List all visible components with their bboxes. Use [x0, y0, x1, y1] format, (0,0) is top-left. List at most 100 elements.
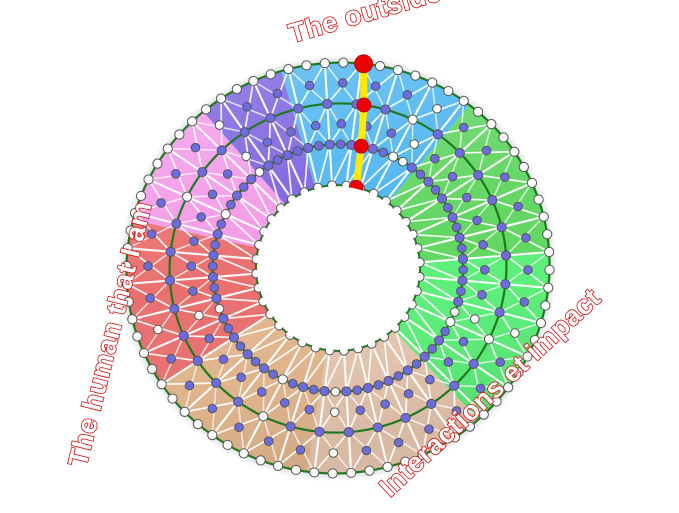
mesh-node[interactable] [166, 354, 176, 364]
mesh-node[interactable] [380, 104, 391, 115]
mesh-node[interactable] [427, 77, 438, 88]
mesh-node[interactable] [236, 372, 246, 383]
mesh-node[interactable] [207, 261, 218, 272]
geodesic-node[interactable] [354, 54, 373, 74]
mesh-node[interactable] [146, 229, 157, 239]
mesh-node[interactable] [135, 190, 147, 202]
mesh-node[interactable] [212, 229, 223, 240]
mesh-node[interactable] [279, 398, 290, 408]
mesh-node[interactable] [302, 142, 314, 154]
mesh-node[interactable] [132, 331, 143, 342]
mesh-node[interactable] [188, 286, 198, 297]
mesh-node[interactable] [500, 250, 512, 261]
mesh-node[interactable] [210, 239, 220, 250]
geodesic-node[interactable] [356, 97, 372, 113]
mesh-node[interactable] [478, 239, 488, 250]
mesh-node[interactable] [402, 90, 413, 100]
mesh-node[interactable] [235, 341, 246, 351]
mesh-node[interactable] [165, 246, 176, 257]
mesh-node[interactable] [364, 465, 375, 476]
mesh-node[interactable] [285, 421, 296, 432]
mesh-node[interactable] [464, 421, 475, 432]
mesh-node[interactable] [314, 141, 324, 151]
mesh-node[interactable] [402, 365, 413, 376]
mesh-node[interactable] [337, 78, 348, 88]
mesh-node[interactable] [426, 398, 437, 409]
mesh-node[interactable] [362, 382, 374, 394]
mesh-node[interactable] [211, 377, 222, 389]
mesh-node[interactable] [500, 279, 511, 290]
mesh-node[interactable] [178, 330, 189, 341]
mesh-node[interactable] [529, 334, 541, 346]
mesh-node[interactable] [461, 192, 472, 203]
mesh-node[interactable] [226, 199, 236, 210]
mesh-node[interactable] [453, 296, 464, 307]
mesh-node[interactable] [171, 218, 182, 229]
mesh-node[interactable] [500, 172, 510, 182]
mesh-node[interactable] [196, 212, 206, 222]
mesh-node[interactable] [277, 374, 288, 385]
mesh-node[interactable] [432, 103, 442, 114]
mesh-node[interactable] [468, 358, 479, 370]
mesh-node[interactable] [207, 189, 218, 200]
mesh-node[interactable] [255, 455, 266, 466]
mesh-node[interactable] [216, 219, 227, 229]
mesh-node[interactable] [231, 84, 242, 95]
mesh-node[interactable] [425, 374, 435, 385]
mesh-node[interactable] [319, 386, 330, 397]
mesh-node[interactable] [458, 264, 469, 275]
mesh-node[interactable] [403, 388, 414, 399]
mesh-node[interactable] [496, 222, 507, 233]
mesh-node[interactable] [341, 386, 352, 397]
mesh-node[interactable] [214, 120, 225, 130]
mesh-node[interactable] [324, 139, 335, 150]
mesh-node[interactable] [319, 58, 330, 69]
mesh-node[interactable] [380, 399, 390, 409]
mesh-node[interactable] [218, 354, 229, 365]
mesh-node[interactable] [454, 232, 465, 243]
mesh-node[interactable] [382, 461, 393, 473]
mesh-node[interactable] [287, 378, 298, 389]
mesh-node[interactable] [223, 323, 234, 334]
mesh-node[interactable] [207, 430, 218, 441]
mesh-node[interactable] [254, 167, 265, 177]
mesh-node[interactable] [535, 317, 547, 329]
mesh-node[interactable] [447, 171, 458, 182]
mesh-node[interactable] [322, 98, 333, 109]
mesh-node[interactable] [174, 129, 185, 140]
mesh-node[interactable] [304, 80, 315, 91]
mesh-node[interactable] [456, 243, 467, 254]
mesh-node[interactable] [138, 347, 150, 359]
mesh-node[interactable] [355, 405, 366, 416]
mesh-node[interactable] [456, 286, 466, 297]
mesh-node[interactable] [433, 335, 445, 346]
mesh-node[interactable] [169, 303, 180, 314]
mesh-node[interactable] [513, 367, 524, 378]
mesh-node[interactable] [478, 409, 489, 420]
mesh-node[interactable] [436, 193, 448, 204]
mesh-node[interactable] [310, 120, 321, 131]
mesh-node[interactable] [292, 146, 303, 156]
mesh-node[interactable] [393, 371, 404, 381]
mesh-node[interactable] [533, 194, 544, 205]
mesh-node[interactable] [222, 439, 233, 451]
mesh-node[interactable] [122, 243, 133, 254]
mesh-node[interactable] [329, 407, 340, 417]
mesh-node[interactable] [147, 363, 158, 375]
mesh-node[interactable] [308, 384, 319, 395]
mesh-node[interactable] [304, 404, 315, 415]
mesh-node[interactable] [457, 275, 468, 286]
mesh-node[interactable] [503, 382, 514, 393]
mesh-node[interactable] [451, 406, 462, 416]
mesh-node[interactable] [215, 93, 227, 104]
mesh-node[interactable] [207, 271, 219, 283]
mesh-node[interactable] [121, 278, 132, 290]
mesh-node[interactable] [544, 264, 555, 276]
mesh-node[interactable] [451, 222, 462, 233]
mesh-node[interactable] [434, 441, 445, 452]
mesh-node[interactable] [186, 261, 197, 271]
geodesic-path-line[interactable] [352, 60, 368, 191]
mesh-node[interactable] [542, 229, 553, 240]
mesh-node[interactable] [263, 160, 274, 171]
mesh-node[interactable] [238, 448, 249, 459]
